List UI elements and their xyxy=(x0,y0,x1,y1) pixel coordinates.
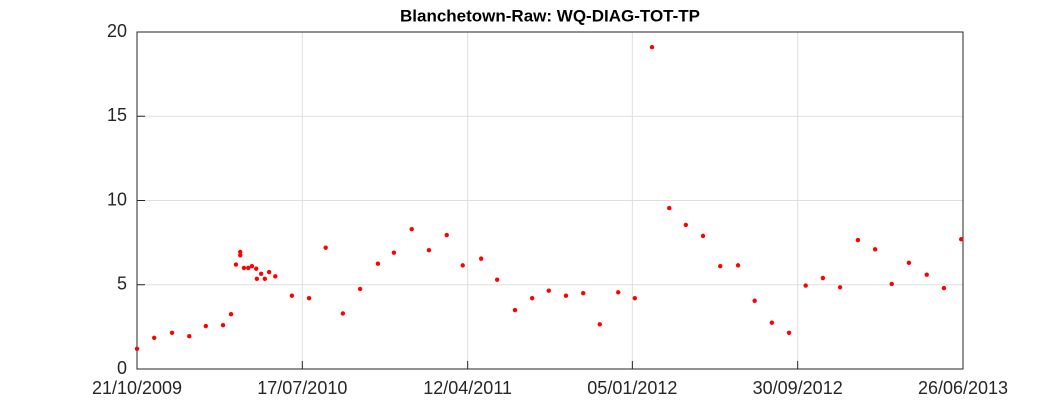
point xyxy=(306,296,312,301)
y-tick-label: 10 xyxy=(107,189,127,209)
point xyxy=(233,262,239,267)
y-tick-label: 20 xyxy=(107,21,127,41)
point xyxy=(375,261,381,266)
point xyxy=(563,293,569,298)
point xyxy=(134,346,140,351)
point xyxy=(683,222,689,228)
point xyxy=(228,312,234,317)
point xyxy=(273,274,278,279)
point xyxy=(786,330,792,335)
x-tick-label: 26/06/2013 xyxy=(918,378,1008,398)
point xyxy=(289,293,295,298)
x-tick-label: 21/10/2009 xyxy=(92,378,182,398)
point xyxy=(580,290,586,296)
point xyxy=(649,44,655,50)
x-tick-label: 17/07/2010 xyxy=(257,378,347,398)
point xyxy=(597,322,602,327)
point xyxy=(803,283,808,288)
point xyxy=(769,320,775,325)
point xyxy=(460,263,465,268)
point xyxy=(169,330,175,335)
point xyxy=(494,277,500,282)
point xyxy=(409,226,414,232)
point xyxy=(258,271,264,276)
point xyxy=(512,307,518,313)
point xyxy=(426,248,432,253)
point xyxy=(735,263,741,268)
point xyxy=(478,256,484,261)
point xyxy=(187,333,192,339)
point xyxy=(152,335,157,341)
point xyxy=(837,285,843,290)
point xyxy=(262,276,268,282)
point xyxy=(752,298,757,303)
point xyxy=(958,237,964,242)
point xyxy=(872,247,878,252)
point xyxy=(820,275,826,281)
point xyxy=(254,266,259,271)
point xyxy=(238,249,243,255)
point xyxy=(667,205,672,211)
point xyxy=(889,281,894,287)
point xyxy=(700,233,706,239)
point xyxy=(340,311,346,316)
y-tick-label: 5 xyxy=(117,274,127,294)
point xyxy=(616,290,621,295)
plot-frame xyxy=(136,31,964,370)
point xyxy=(254,276,260,282)
point xyxy=(941,285,947,291)
chart-title: Blanchetown-Raw: WQ-DIAG-TOT-TP xyxy=(400,6,700,25)
point xyxy=(632,296,638,301)
point xyxy=(924,272,929,277)
point xyxy=(718,264,723,269)
point xyxy=(323,245,328,250)
point xyxy=(249,264,255,269)
point xyxy=(203,323,209,329)
point xyxy=(241,265,247,271)
x-tick-label: 30/09/2012 xyxy=(753,378,843,398)
point xyxy=(266,269,272,275)
point xyxy=(391,250,397,255)
point xyxy=(906,260,912,266)
y-tick-label: 0 xyxy=(117,358,127,378)
point xyxy=(546,288,551,293)
point xyxy=(444,232,449,238)
point xyxy=(246,265,251,271)
point xyxy=(357,286,363,292)
x-tick-label: 05/01/2012 xyxy=(587,378,677,398)
x-tick-label: 12/04/2011 xyxy=(423,378,512,398)
point xyxy=(238,253,243,258)
y-tick-label: 15 xyxy=(107,105,127,125)
point xyxy=(529,296,535,301)
point xyxy=(855,237,861,243)
point xyxy=(220,322,226,328)
